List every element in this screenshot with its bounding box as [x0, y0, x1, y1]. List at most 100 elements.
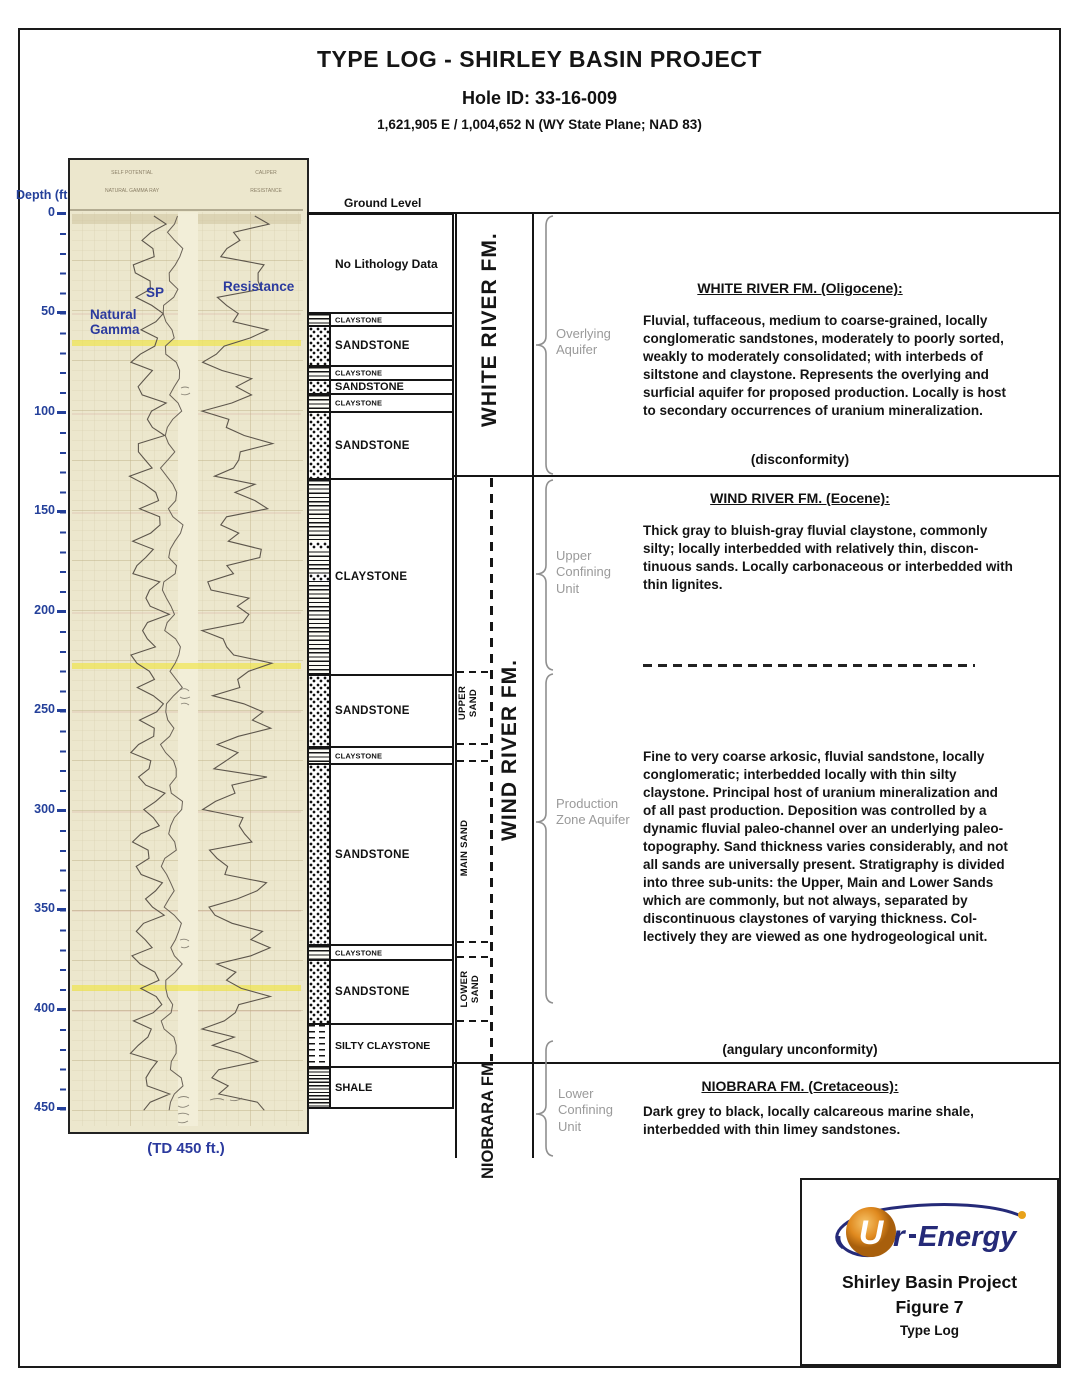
niobrara-body: Dark grey to black, locally calcareous m… — [643, 1104, 974, 1137]
lith-unit-sandstone-lower: SANDSTONE — [309, 959, 452, 1023]
depth-tick — [57, 709, 66, 712]
handwritten-annotations — [177, 386, 243, 1124]
logo-orange-ball — [846, 1207, 896, 1257]
resistance-label: Resistance — [223, 279, 295, 294]
angular-unconformity-note: (angulary unconformity) — [722, 1042, 878, 1057]
main-sand-label: MAIN SAND — [459, 819, 470, 877]
well-log-graphic: SELF POTENTIAL CALIPER NATURAL GAMMA RAY… — [70, 160, 303, 1128]
depth-tick — [57, 1008, 66, 1011]
depth-label-400: 400 — [34, 1001, 55, 1015]
logo-u: U — [859, 1214, 885, 1252]
wind-river-body-upper: Thick gray to bluish-gray fluvial clayst… — [643, 523, 1013, 592]
lith-unit-claystone: CLAYSTONE — [309, 365, 452, 379]
upper-sand-top-dash — [457, 671, 490, 673]
white-river-heading: WHITE RIVER FM. (Oligocene): — [697, 280, 903, 296]
white-river-body: Fluvial, tuffaceous, medium to coarse-gr… — [643, 313, 1007, 418]
lith-unit-claystone: CLAYSTONE — [309, 746, 452, 763]
depth-label-350: 350 — [34, 901, 55, 915]
lith-label: SANDSTONE — [335, 848, 410, 861]
lith-label: SANDSTONE — [335, 986, 410, 998]
lith-label: SANDSTONE — [335, 705, 410, 717]
lith-label: CLAYSTONE — [335, 751, 383, 760]
lith-unit-no-data: No Lithology Data — [309, 215, 452, 312]
production-zone-brace — [535, 673, 554, 1004]
ground-level-line — [307, 212, 1059, 214]
wind-river-internal-divider — [643, 664, 975, 667]
sandstone-pattern — [309, 381, 331, 393]
lith-label: SANDSTONE — [335, 439, 410, 452]
depth-minor-ticks — [60, 213, 66, 1126]
ur-energy-logo: U r Energy — [835, 1203, 1026, 1258]
lith-label: SHALE — [335, 1081, 373, 1094]
depth-label-50: 50 — [41, 304, 55, 318]
sp-curve — [159, 215, 184, 1111]
lith-unit-sandstone: SANDSTONE — [309, 325, 452, 365]
silty-claystone-pattern — [309, 1025, 331, 1066]
wind-river-body-lower: Fine to very coarse arkosic, fluvial san… — [643, 749, 1008, 944]
unconformity-line — [307, 1062, 1059, 1064]
niobrara-fm-label: NIOBRARA FM. — [479, 1057, 497, 1179]
depth-label-0: 0 — [48, 205, 55, 219]
title-block — [800, 1178, 1059, 1366]
depth-tick — [57, 510, 66, 513]
lith-unit-sandstone: SANDSTONE — [309, 379, 452, 393]
depth-label-100: 100 — [34, 404, 55, 418]
lower-sand-top-dash — [457, 956, 490, 958]
lith-label: CLAYSTONE — [335, 315, 383, 324]
lithology-column: No Lithology Data CLAYSTONE SANDSTONE CL… — [307, 213, 454, 1109]
lith-label: SILTY CLAYSTONE — [335, 1039, 431, 1052]
sandstone-pattern — [309, 413, 331, 478]
claystone-pattern — [309, 367, 331, 379]
natural-gamma-label: Natural Gamma — [90, 307, 140, 337]
lith-unit-claystone-main: CLAYSTONE — [309, 478, 452, 674]
sandstone-pattern — [309, 961, 331, 1023]
depth-label-250: 250 — [34, 702, 55, 716]
formation-column-left-line — [455, 213, 457, 1158]
logo-r: r — [893, 1220, 907, 1253]
depth-axis-label: Depth (ft.) — [16, 188, 76, 202]
sp-label: SP — [146, 285, 165, 300]
lith-unit-claystone: CLAYSTONE — [309, 393, 452, 411]
logo-swoosh-upper — [835, 1203, 1022, 1250]
lith-label: SANDSTONE — [335, 340, 410, 352]
wind-river-fm-label: WIND RIVER FM. — [498, 659, 521, 841]
hole-id: Hole ID: 33-16-009 — [461, 88, 618, 108]
lith-unit-sandstone-upper: SANDSTONE — [309, 674, 452, 746]
sandstone-interbed — [309, 574, 329, 581]
well-log-scan: SELF POTENTIAL CALIPER NATURAL GAMMA RAY… — [68, 158, 309, 1134]
claystone-pattern — [309, 395, 331, 411]
lith-label: CLAYSTONE — [335, 571, 408, 583]
resistance-curve — [200, 215, 275, 1111]
lower-confining-brace — [535, 1040, 554, 1157]
lower-sand-bottom-dash — [457, 1020, 490, 1022]
formation-column-right-line — [532, 213, 534, 1158]
title-block-subtitle: Type Log — [900, 1323, 959, 1338]
claystone-pattern — [309, 748, 331, 763]
depth-label-200: 200 — [34, 603, 55, 617]
lith-unit-sandstone: SANDSTONE — [309, 411, 452, 478]
lower-sand-label: LOWER SAND — [459, 970, 481, 1008]
claystone-pattern — [309, 314, 331, 325]
logo-energy: Energy — [918, 1221, 1018, 1253]
lith-unit-shale: SHALE — [309, 1066, 452, 1107]
sand-column-dashed-line — [490, 478, 493, 1061]
title-block-project: Shirley Basin Project — [841, 1272, 1018, 1292]
scan-header-self-potential: SELF POTENTIAL — [111, 170, 153, 176]
sandstone-interbed — [309, 542, 329, 549]
scan-header-resistance: RESISTANCE — [250, 188, 282, 194]
overlying-aquifer-label: Overlying Aquifer — [556, 326, 611, 358]
disconformity-note: (disconformity) — [750, 452, 850, 467]
lith-unit-claystone: CLAYSTONE — [309, 944, 452, 959]
lith-label: SANDSTONE — [335, 381, 404, 393]
depth-label-450: 450 — [34, 1100, 55, 1114]
ground-level-label: Ground Level — [344, 196, 422, 210]
lith-label: CLAYSTONE — [335, 948, 383, 957]
coordinates: 1,621,905 E / 1,004,652 N (WY State Plan… — [377, 117, 702, 132]
depth-tick — [57, 610, 66, 613]
logo-hyphen — [909, 1234, 916, 1238]
total-depth-note: (TD 450 ft.) — [147, 1140, 225, 1157]
depth-tick — [57, 411, 66, 414]
hydro-unit-braces — [535, 215, 554, 1157]
logo-gold-dot — [1018, 1211, 1026, 1219]
wind-river-heading: WIND RIVER FM. (Eocene): — [710, 490, 890, 506]
